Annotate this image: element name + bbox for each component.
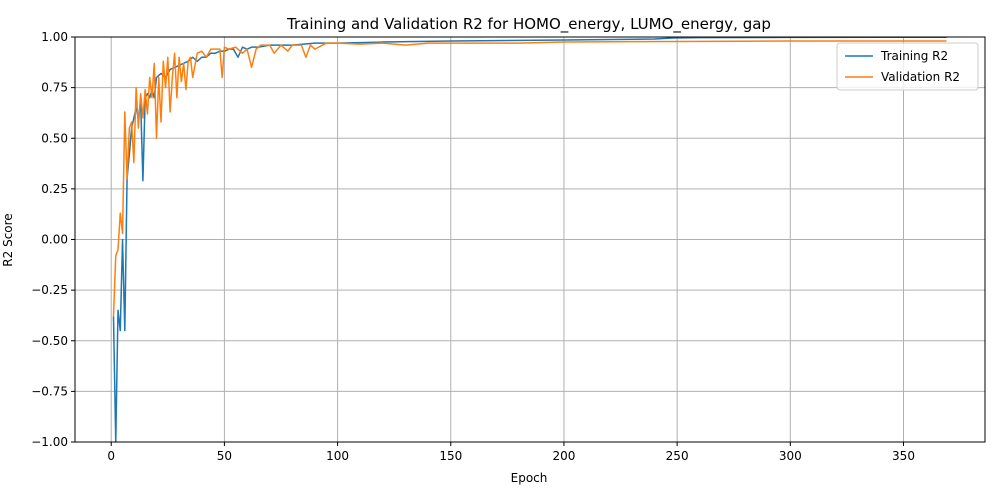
grid	[75, 36, 985, 443]
x-axis-label: Epoch	[511, 471, 548, 485]
x-tick-label: 50	[217, 449, 232, 463]
series-line-1	[112, 40, 947, 317]
y-tick-label: 0.50	[41, 131, 68, 145]
series-lines	[112, 36, 947, 443]
x-tick-label: 200	[553, 449, 576, 463]
ticks: 0 50 100 150 200 250 300 350 −1.00 −0.75 −0.50 −0.2…	[31, 30, 915, 463]
legend: Training R2 Validation R2	[836, 42, 979, 91]
y-axis-label: R2 Score	[1, 213, 15, 266]
y-tick-label: −0.50	[31, 334, 68, 348]
y-tick-label: 1.00	[41, 30, 68, 44]
y-tick-label: −0.75	[31, 384, 68, 398]
legend-label: Validation R2	[881, 70, 960, 84]
y-tick-label: 0.75	[41, 81, 68, 95]
x-tick-label: 250	[666, 449, 689, 463]
y-tick-label: −1.00	[31, 435, 68, 449]
legend-box	[836, 42, 979, 91]
y-tick-label: 0.25	[41, 182, 68, 196]
x-tick-label: 350	[892, 449, 915, 463]
x-tick-label: 150	[439, 449, 462, 463]
x-tick-label: 100	[326, 449, 349, 463]
x-tick-label: 0	[107, 449, 115, 463]
x-tick-label: 300	[779, 449, 802, 463]
y-tick-label: 0.00	[41, 233, 68, 247]
y-tick-label: −0.25	[31, 283, 68, 297]
chart-title: Training and Validation R2 for HOMO_ener…	[286, 15, 771, 34]
legend-label: Training R2	[880, 49, 948, 63]
